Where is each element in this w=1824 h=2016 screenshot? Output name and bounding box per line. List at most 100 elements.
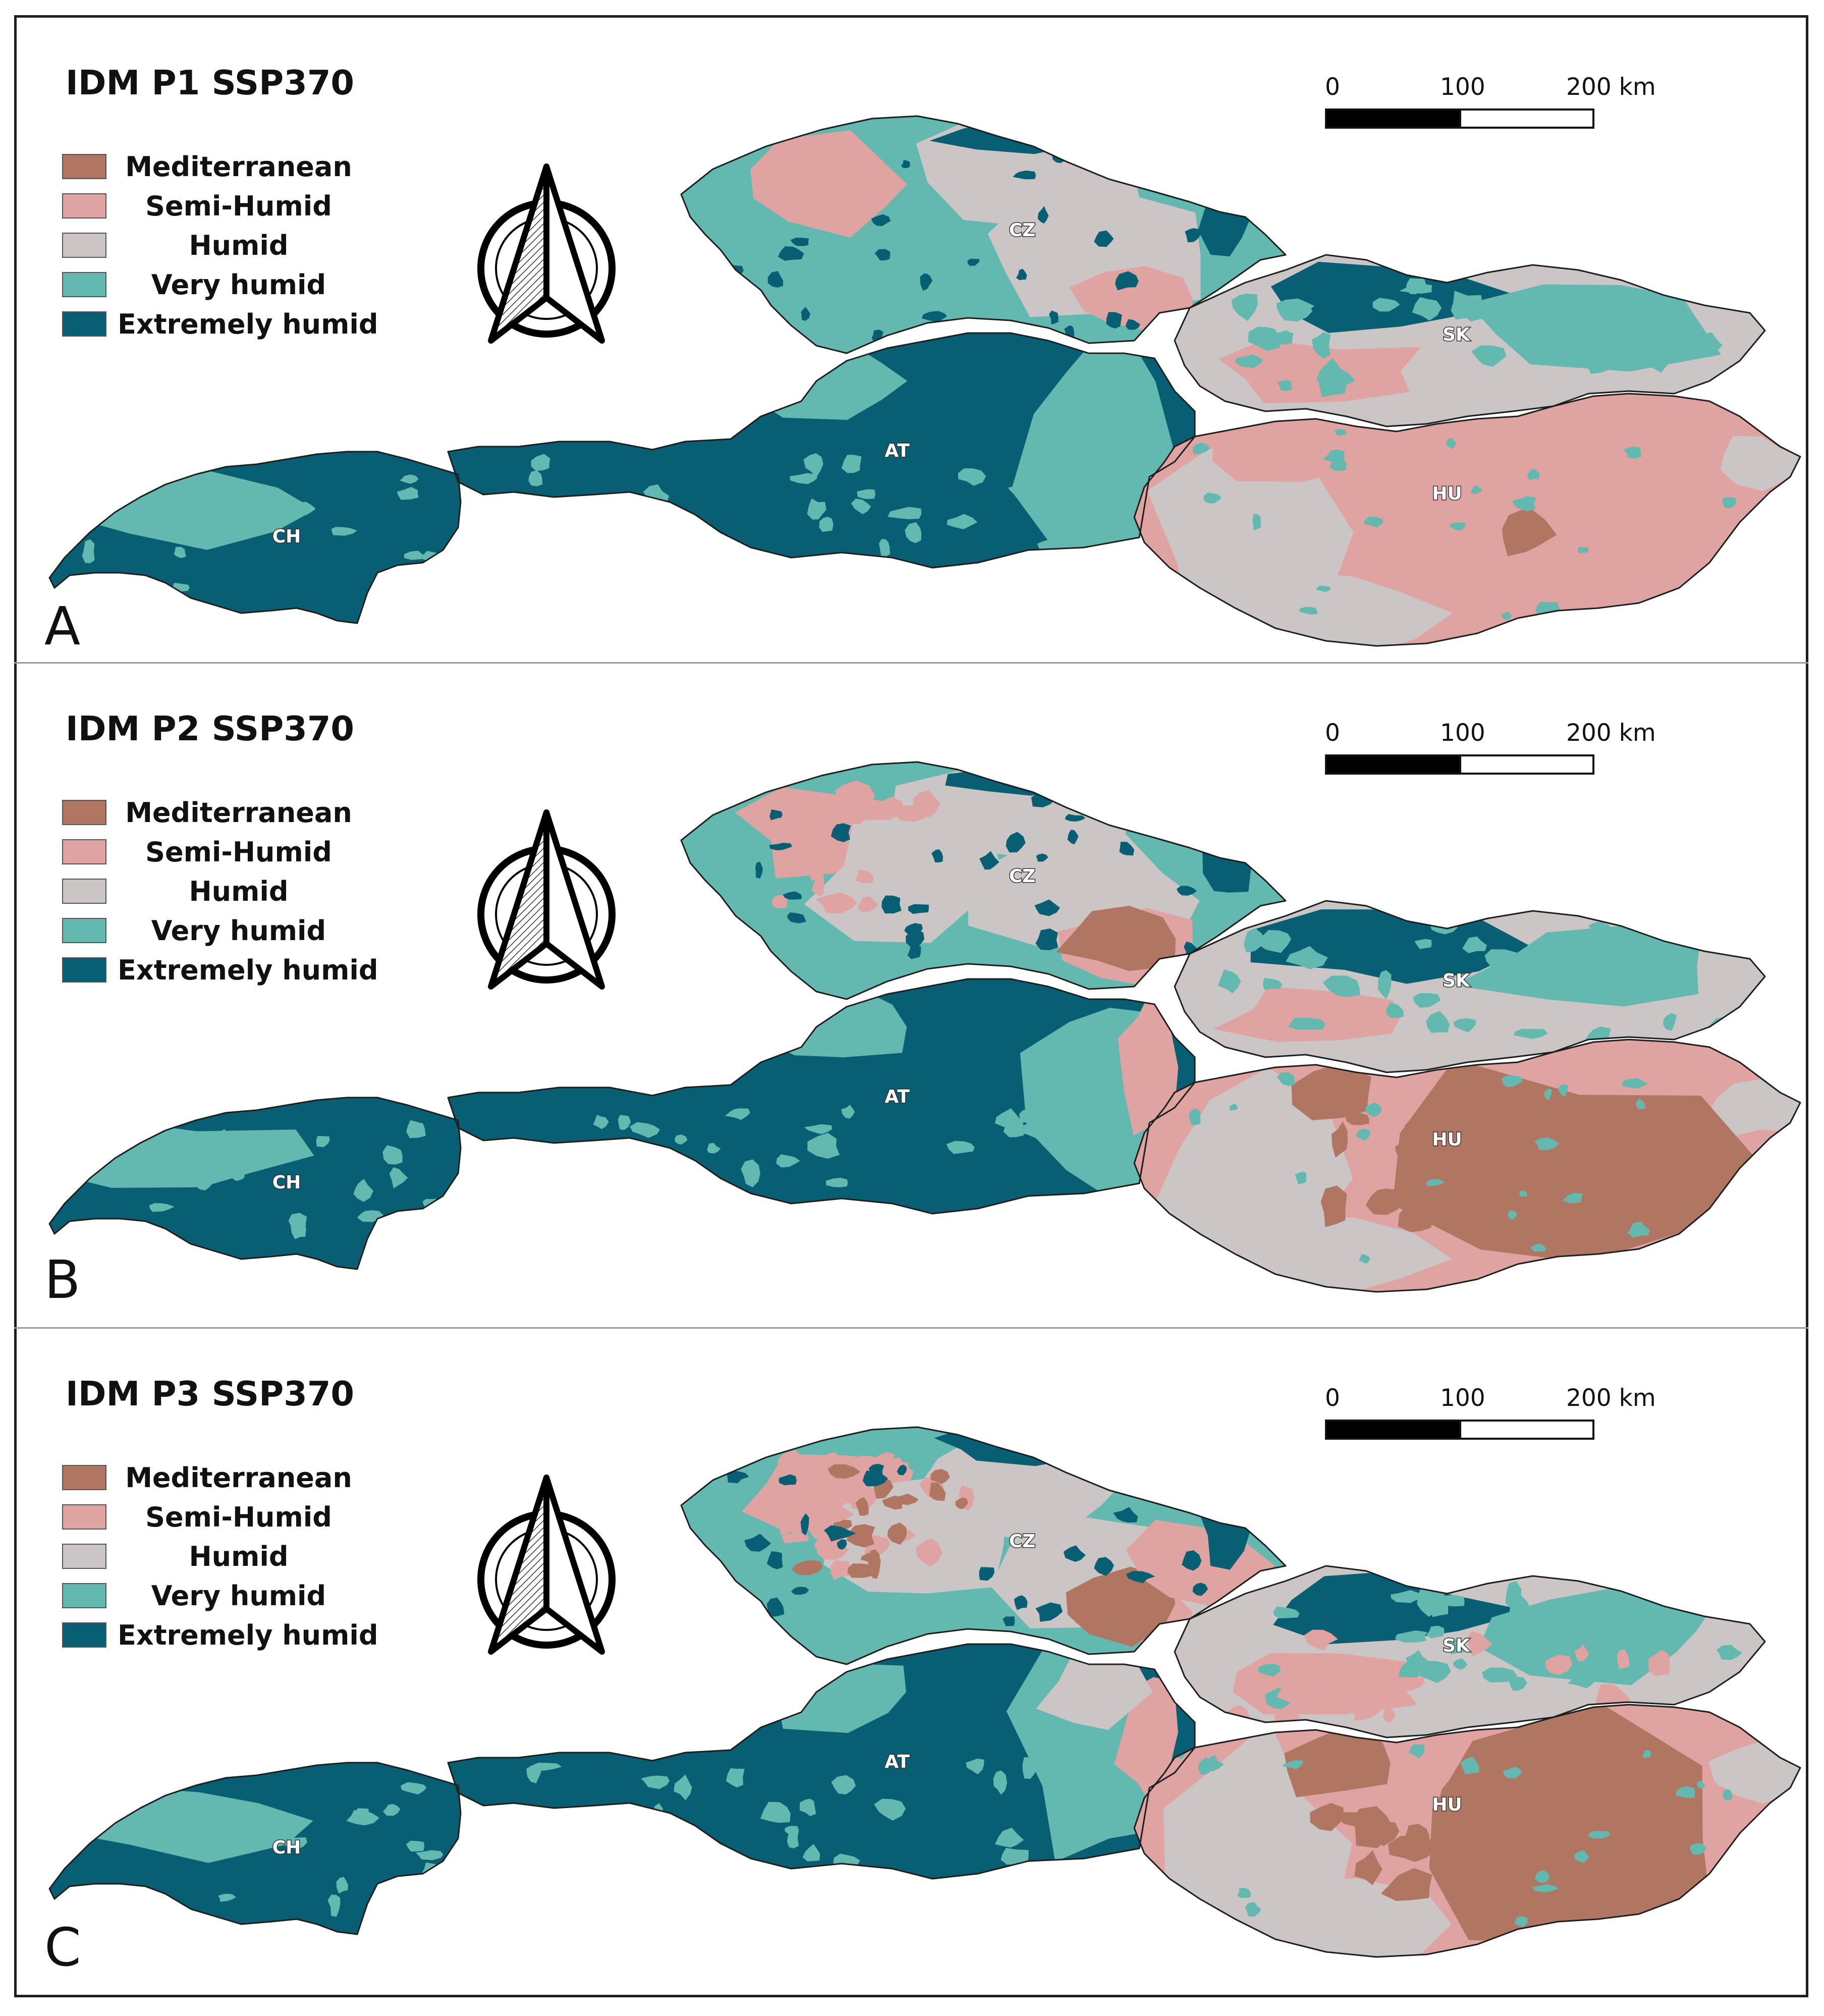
climate-zone-patch [1721,436,1800,491]
climate-zone-speckle [267,1823,283,1832]
climate-zone-speckle [1462,936,1487,953]
climate-zone-speckle [1062,1463,1075,1471]
legend-label: Mediterranean [125,151,352,183]
climate-zone-speckle [1397,1677,1424,1691]
climate-zone-speckle [1531,1243,1546,1252]
climate-zone-speckle [855,1497,869,1516]
legend-label: Semi-Humid [145,836,332,868]
climate-zone-speckle [1532,1884,1559,1892]
region-fill-at [448,979,1195,1214]
climate-zone-speckle [929,1482,946,1501]
climate-zone-speckle [1541,321,1562,345]
climate-zone-speckle [401,1782,427,1794]
climate-zone-speckle [1295,1171,1307,1185]
scale-tick-label: 0 [1325,73,1340,101]
climate-zone-speckle [1304,1629,1338,1651]
legend-swatch [62,1544,106,1569]
climate-zone-speckle [389,1167,408,1189]
climate-zone-speckle [782,1531,809,1544]
climate-zone-patch [750,130,907,238]
climate-zone-speckle [868,1549,881,1569]
climate-zone-speckle [1320,1185,1347,1227]
climate-zone-speckle [881,895,902,914]
climate-zone-speckle [547,499,572,513]
climate-zone-speckle [1642,1750,1651,1759]
climate-zone-speckle [1426,1625,1445,1639]
legend-swatch [62,154,106,179]
climate-zone-speckle [1022,1757,1038,1779]
legend-label: Very humid [151,915,326,947]
climate-zone-patch [1213,987,1400,1042]
climate-zone-speckle [1315,1692,1354,1706]
climate-zone-speckle [1519,1190,1527,1197]
climate-zone-speckle [1258,1663,1282,1677]
climate-zone-speckle [1282,1760,1304,1769]
climate-zone-speckle [787,1829,799,1848]
scale-bar-black-segment [1325,754,1461,775]
map-canvas: CZ SK AT HU CH [48,1426,1801,1958]
climate-zone-patch [1284,1724,1391,1797]
panel-letter: A [44,595,81,657]
climate-zone-speckle [1237,1888,1251,1898]
region-fill-at [448,1644,1195,1879]
panel-divider [14,1327,1808,1329]
climate-zone-speckle [1252,514,1261,531]
climate-zone-speckle [1372,298,1400,312]
country-border-cz [680,1426,1287,1665]
climate-zone-speckle [947,514,978,529]
climate-zone-speckle [1509,1676,1527,1691]
climate-zone-speckle [905,522,922,543]
climate-zone-speckle [1310,1803,1345,1831]
climate-zone-speckle [1212,1511,1231,1520]
country-label-sk: SK [1443,970,1470,991]
climate-zone-speckle [907,945,921,959]
north-arrow-icon [477,1475,616,1655]
country-label-ch: CH [272,526,301,547]
climate-zone-speckle [776,817,796,833]
climate-zone-speckle [874,1799,906,1821]
climate-zone-speckle [1192,1583,1208,1596]
climate-zone-speckle [1408,1744,1425,1758]
climate-zone-speckle [1311,332,1331,359]
climate-zone-speckle [1263,977,1283,990]
climate-zone-speckle [801,307,810,321]
climate-zone-speckle [830,1560,850,1580]
climate-zone-speckle [1036,853,1048,862]
legend-label: Very humid [151,1580,326,1612]
climate-zone-speckle [855,869,874,884]
climate-zone-speckle [841,455,862,473]
scale-tick-label: 0 [1325,1384,1340,1412]
climate-zone-speckle [1577,546,1589,554]
climate-zone-speckle [837,1539,847,1550]
climate-zone-speckle [82,1791,100,1810]
climate-zone-speckle [149,1203,175,1212]
climate-zone-speckle [1514,1916,1528,1928]
climate-zone-speckle [1112,807,1130,822]
climate-zone-speckle [727,147,748,155]
country-label-at: AT [885,1086,910,1107]
climate-zone-speckle [630,1122,660,1138]
climate-zone-patch [1011,333,1173,568]
country-label-ch: CH [272,1172,301,1193]
legend-label: Humid [189,1541,289,1572]
climate-zone-speckle [1617,1649,1630,1669]
climate-zone-speckle [906,929,924,949]
climate-zone-speckle [766,1551,783,1569]
climate-zone-speckle [1535,602,1560,616]
climate-zone-speckle [1113,1507,1138,1523]
climate-zone-speckle [1455,1196,1480,1223]
climate-zone-speckle [1277,1072,1295,1086]
climate-zone-speckle [815,892,857,914]
climate-zone-speckle [766,1494,794,1520]
climate-zone-speckle [1414,939,1432,949]
climate-zone-speckle [415,1850,444,1861]
climate-zone-speckle [1205,1755,1224,1773]
climate-zone-speckle [1471,345,1507,367]
climate-zone-speckle [1481,1145,1520,1167]
map-panel-c: CZ SK AT HU CH IDM P3 SSP370 Mediterranean S… [14,1329,1808,1995]
legend-swatch [62,233,106,258]
climate-zone-speckle [331,527,357,536]
climate-zone-speckle [1245,1902,1261,1917]
climate-zone-patch [804,820,1005,943]
climate-zone-speckle [528,470,543,486]
